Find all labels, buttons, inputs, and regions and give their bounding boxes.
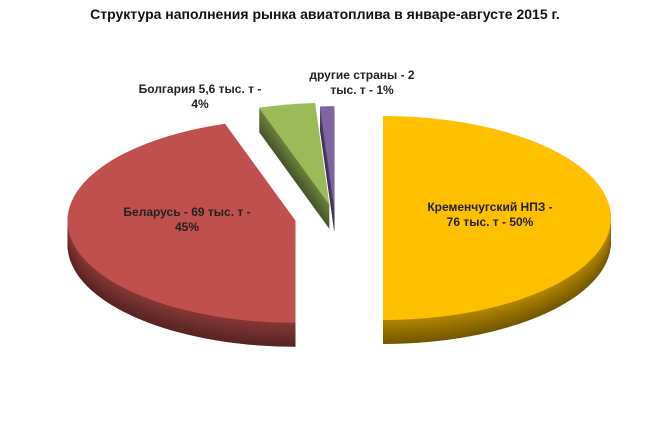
data-label: другие страны - 2 тыс. т - 1% xyxy=(309,68,415,97)
slice xyxy=(319,106,335,209)
data-label: Кременчугский НПЗ - 76 тыс. т - 50% xyxy=(427,200,553,229)
data-label: Болгария 5,6 тыс. т - 4% xyxy=(138,82,262,111)
chart-title: Структура наполнения рынка авиатоплива в… xyxy=(90,6,560,22)
slice xyxy=(67,123,296,323)
slice xyxy=(383,116,611,320)
slice xyxy=(258,103,330,205)
data-label: Беларусь - 69 тыс. т - 45% xyxy=(123,205,251,234)
